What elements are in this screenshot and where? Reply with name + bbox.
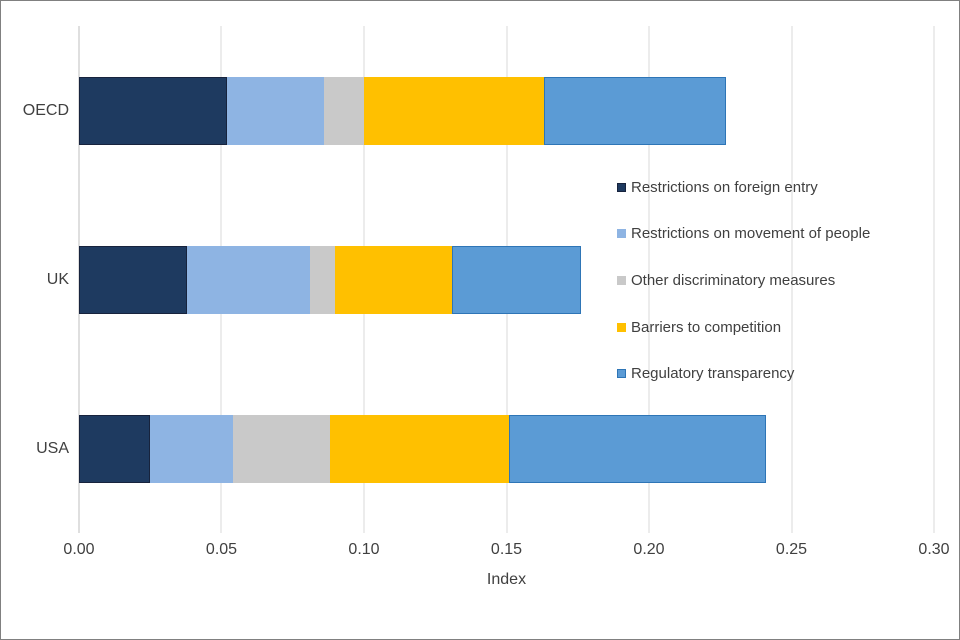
bar-segment <box>363 76 544 145</box>
bar-segment <box>335 245 453 314</box>
x-tick-label: 0.05 <box>205 541 238 558</box>
legend-item: Regulatory transparency <box>617 350 870 397</box>
legend-swatch-icon <box>617 369 626 379</box>
y-category-label: UK <box>46 270 69 288</box>
legend-item: Restrictions on movement of people <box>617 211 870 258</box>
bar-segment <box>232 414 330 483</box>
bar-row-oecd <box>79 76 934 145</box>
bar-segment <box>452 245 581 314</box>
legend-item: Other discriminatory measures <box>617 257 870 304</box>
x-gridline <box>791 26 792 533</box>
bar-segment <box>79 245 188 314</box>
x-axis-ticks: 0.00 0.05 0.10 0.15 0.20 0.25 0.30 <box>63 541 949 561</box>
legend-swatch-icon <box>617 182 626 192</box>
bar-segment <box>309 245 336 314</box>
bar-row-uk <box>79 245 934 314</box>
y-category-label: OECD <box>22 101 69 119</box>
x-tick-label: 0.30 <box>918 541 950 558</box>
x-axis-title: Index <box>486 571 527 588</box>
legend-item: Barriers to competition <box>617 304 870 351</box>
y-category-labels: OECD UK USA <box>1 26 69 533</box>
bar-segment <box>150 414 233 483</box>
legend-swatch-icon <box>617 229 626 239</box>
x-tick-label: 0.25 <box>775 541 808 558</box>
bar-segment <box>227 76 325 145</box>
bar-segment <box>187 245 310 314</box>
legend-label: Other discriminatory measures <box>631 271 836 289</box>
legend: Restrictions on foreign entry Restriction… <box>617 164 870 397</box>
legend-label: Barriers to competition <box>631 318 782 336</box>
bar-segment <box>329 414 510 483</box>
legend-label: Restrictions on movement of people <box>631 225 871 243</box>
x-tick-label: 0.10 <box>348 541 380 558</box>
bar-segment <box>509 414 766 483</box>
legend-item: Restrictions on foreign entry <box>617 164 870 211</box>
x-gridline <box>933 26 935 533</box>
legend-label: Restrictions on foreign entry <box>631 178 818 196</box>
legend-swatch-icon <box>617 275 626 285</box>
x-gridline <box>648 26 650 533</box>
legend-swatch-icon <box>617 322 626 332</box>
x-tick-label: 0.15 <box>490 541 523 558</box>
x-tick-label: 0.00 <box>63 541 95 558</box>
legend-label: Regulatory transparency <box>631 365 795 383</box>
x-tick-label: 0.20 <box>633 541 665 558</box>
bar-segment <box>79 76 228 145</box>
bar-segment <box>324 76 364 145</box>
y-category-label: USA <box>36 439 69 457</box>
bar-segment <box>79 414 151 483</box>
bar-segment <box>543 76 726 145</box>
bar-row-usa <box>79 414 934 483</box>
plot-area <box>78 26 935 533</box>
